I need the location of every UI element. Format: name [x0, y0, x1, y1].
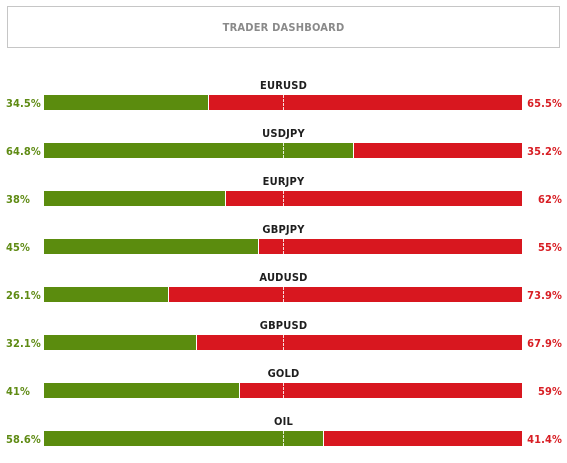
pair-row: GBPJPY 45% 55% — [0, 223, 567, 263]
pair-name: GBPJPY — [262, 223, 305, 236]
pair-name: GBPUSD — [259, 319, 308, 332]
pair-name: EURUSD — [260, 79, 307, 92]
buy-fill — [44, 431, 325, 446]
pair-row: EURJPY 38% 62% — [0, 175, 567, 215]
pair-row: GBPUSD 32.1% 67.9% — [0, 319, 567, 359]
buy-fill — [44, 383, 240, 398]
sentiment-bar — [44, 239, 522, 254]
sell-percent: 73.9% — [527, 289, 562, 302]
pair-row: AUDUSD 26.1% 73.9% — [0, 271, 567, 311]
midpoint-marker — [283, 383, 284, 398]
sell-percent: 55% — [538, 241, 562, 254]
midpoint-marker — [283, 95, 284, 110]
dashboard-header: TRADER DASHBOARD — [7, 6, 560, 48]
sentiment-bar — [44, 95, 522, 110]
buy-percent: 26.1% — [6, 289, 41, 302]
sentiment-bar — [44, 335, 522, 350]
buy-percent: 38% — [6, 193, 30, 206]
buy-percent: 45% — [6, 241, 30, 254]
sell-percent: 67.9% — [527, 337, 562, 350]
pair-name: AUDUSD — [259, 271, 308, 284]
midpoint-marker — [283, 335, 284, 350]
sell-percent: 35.2% — [527, 145, 562, 158]
sentiment-bar — [44, 143, 522, 158]
midpoint-marker — [283, 287, 284, 302]
sell-percent: 59% — [538, 385, 562, 398]
midpoint-marker — [283, 143, 284, 158]
pair-name: USDJPY — [262, 127, 305, 140]
buy-fill — [44, 239, 260, 254]
sentiment-bar — [44, 431, 522, 446]
pair-row: USDJPY 64.8% 35.2% — [0, 127, 567, 167]
buy-fill — [44, 95, 209, 110]
buy-percent: 34.5% — [6, 97, 41, 110]
pair-row: GOLD 41% 59% — [0, 367, 567, 407]
midpoint-marker — [283, 191, 284, 206]
page-title: TRADER DASHBOARD — [222, 20, 345, 34]
buy-fill — [44, 335, 198, 350]
buy-fill — [44, 287, 169, 302]
pair-name: GOLD — [267, 367, 300, 380]
sell-percent: 41.4% — [527, 433, 562, 446]
buy-percent: 64.8% — [6, 145, 41, 158]
midpoint-marker — [283, 239, 284, 254]
pair-name: OIL — [274, 415, 293, 428]
pair-name: EURJPY — [262, 175, 305, 188]
sentiment-bar — [44, 383, 522, 398]
sentiment-bar — [44, 191, 522, 206]
buy-percent: 41% — [6, 385, 30, 398]
midpoint-marker — [283, 431, 284, 446]
buy-fill — [44, 143, 354, 158]
sentiment-bar — [44, 287, 522, 302]
pair-row: EURUSD 34.5% 65.5% — [0, 79, 567, 119]
buy-fill — [44, 191, 226, 206]
buy-percent: 58.6% — [6, 433, 41, 446]
buy-percent: 32.1% — [6, 337, 41, 350]
pair-row: OIL 58.6% 41.4% — [0, 415, 567, 455]
sell-percent: 62% — [538, 193, 562, 206]
sell-percent: 65.5% — [527, 97, 562, 110]
